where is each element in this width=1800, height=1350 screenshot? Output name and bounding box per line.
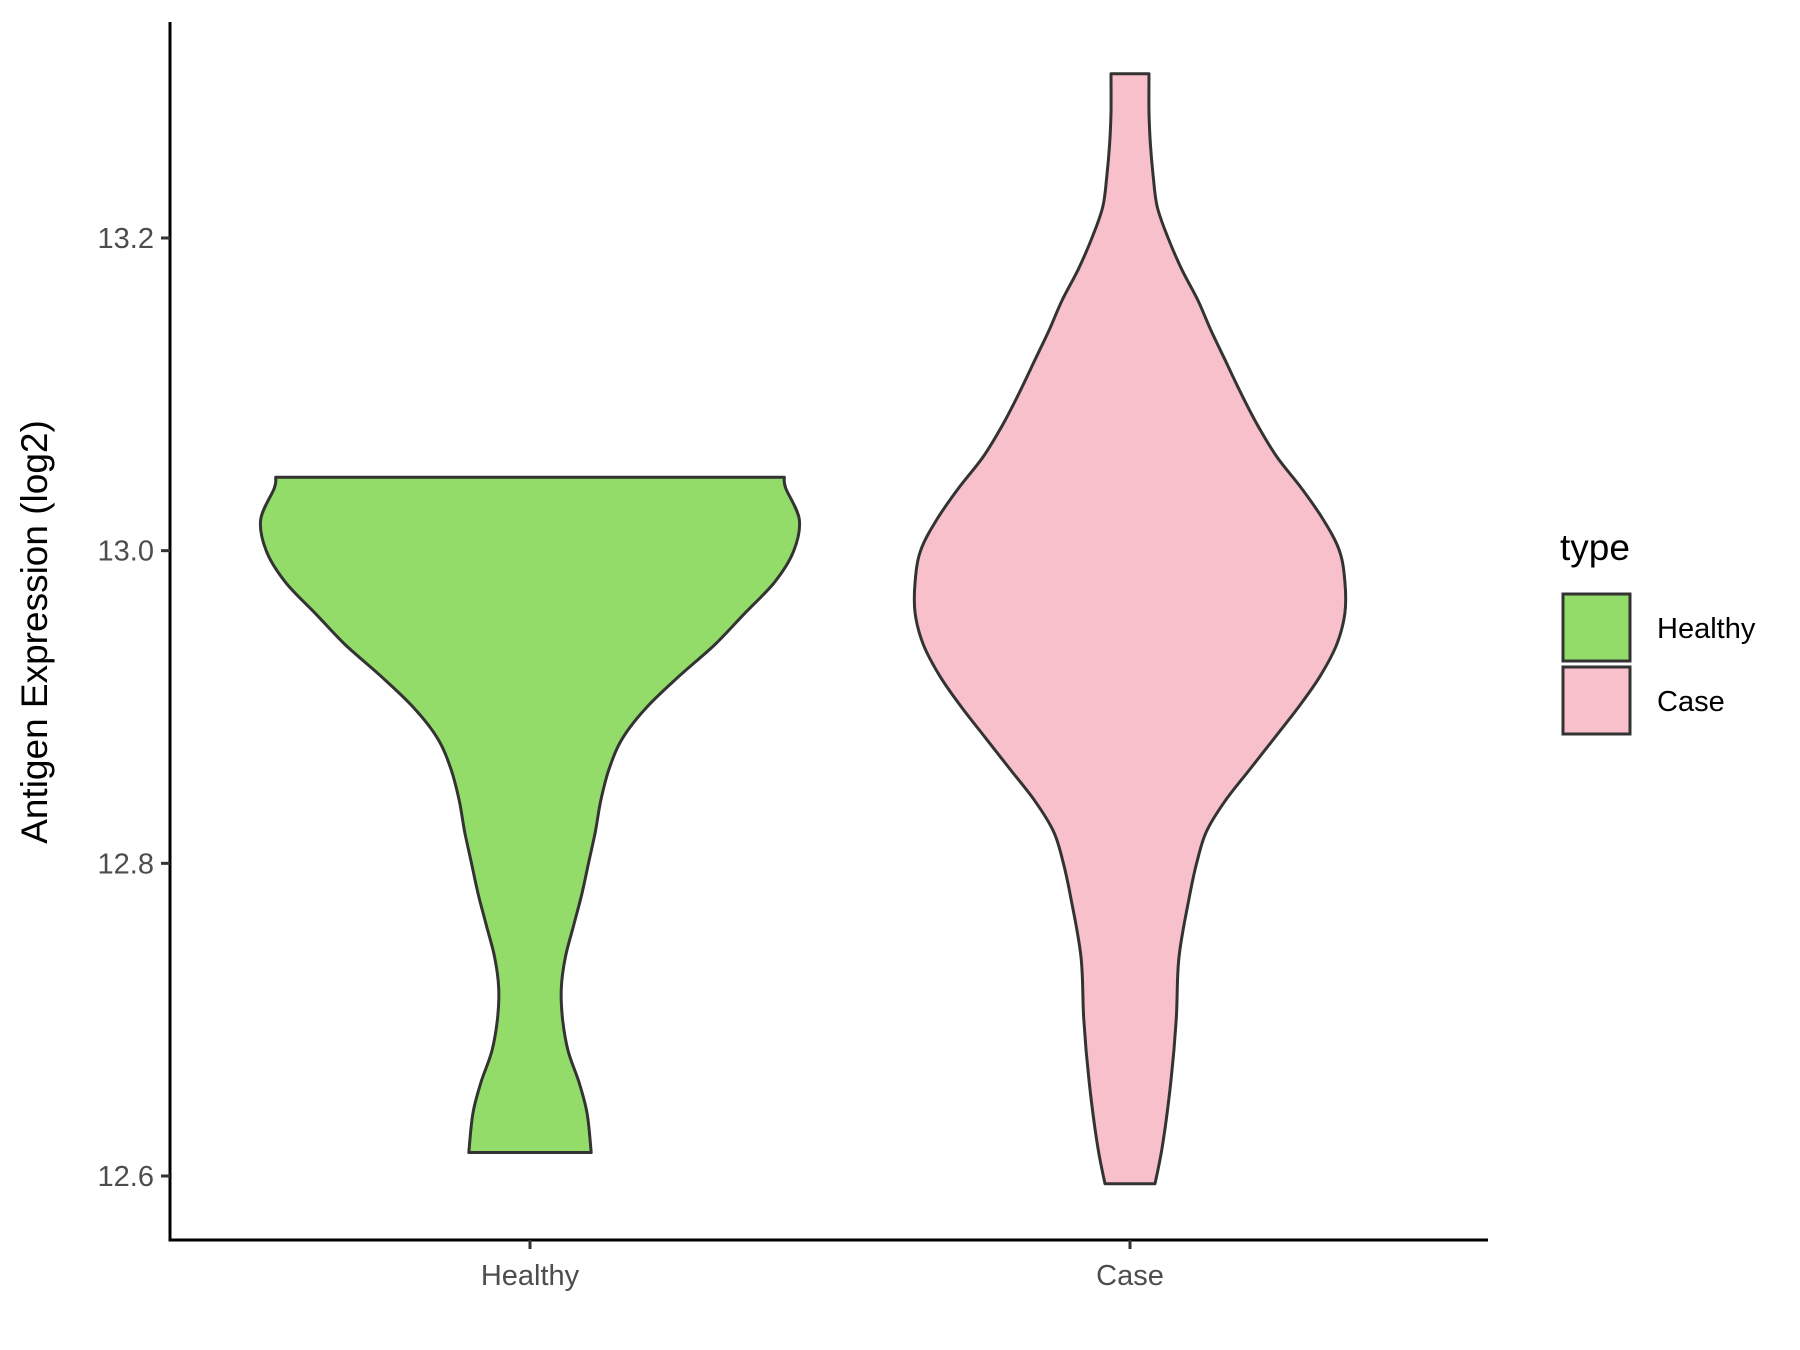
x-axis-ticks: Healthy Case <box>481 1240 1164 1292</box>
axes: 12.6 12.8 13.0 13.2 Healthy Case <box>98 22 1488 1292</box>
violin-layer <box>258 72 1348 1186</box>
legend-label-healthy: Healthy <box>1657 613 1756 645</box>
legend-key-case <box>1561 665 1632 736</box>
x-tick-label: Case <box>1096 1260 1164 1292</box>
legend-title: type <box>1560 527 1630 568</box>
legend: type Healthy Case <box>1560 527 1756 736</box>
y-tick-label: 13.2 <box>98 223 154 255</box>
legend-key-healthy <box>1561 592 1632 663</box>
y-tick-label: 13.0 <box>98 536 154 568</box>
y-axis-ticks: 12.6 12.8 13.0 13.2 <box>98 223 170 1193</box>
y-tick-label: 12.8 <box>98 848 154 880</box>
y-axis-title: Antigen Expression (log2) <box>14 420 55 844</box>
y-tick-label: 12.6 <box>98 1161 154 1193</box>
violin-healthy <box>258 475 802 1154</box>
legend-entries: Healthy Case <box>1561 592 1756 736</box>
x-tick-label: Healthy <box>481 1260 580 1292</box>
legend-label-case: Case <box>1657 686 1725 718</box>
violin-case <box>912 72 1348 1186</box>
